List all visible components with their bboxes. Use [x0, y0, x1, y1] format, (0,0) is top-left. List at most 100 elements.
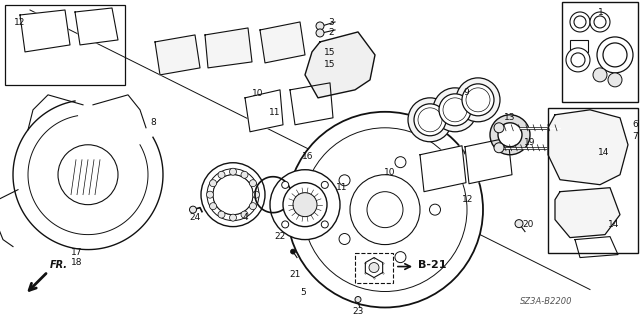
- Text: 5: 5: [300, 287, 306, 297]
- Circle shape: [218, 171, 225, 178]
- Bar: [355, 253, 393, 283]
- Polygon shape: [555, 188, 620, 238]
- Text: 6: 6: [632, 120, 638, 129]
- Text: 21: 21: [289, 270, 301, 278]
- Text: 12: 12: [14, 18, 26, 27]
- Circle shape: [494, 143, 504, 153]
- Circle shape: [490, 115, 530, 155]
- Circle shape: [395, 157, 406, 168]
- Circle shape: [498, 123, 522, 147]
- Circle shape: [439, 94, 471, 126]
- Circle shape: [462, 84, 494, 116]
- Polygon shape: [75, 8, 118, 45]
- Text: 15: 15: [324, 60, 336, 69]
- Circle shape: [291, 249, 296, 254]
- Circle shape: [418, 108, 442, 132]
- Circle shape: [316, 22, 324, 30]
- Circle shape: [339, 234, 350, 244]
- Circle shape: [282, 182, 289, 189]
- Polygon shape: [260, 22, 305, 63]
- Circle shape: [355, 296, 361, 302]
- Text: 22: 22: [275, 232, 285, 241]
- Circle shape: [350, 175, 420, 245]
- Polygon shape: [245, 90, 283, 132]
- Circle shape: [270, 170, 340, 240]
- Text: SZ3A-B2200: SZ3A-B2200: [520, 298, 573, 307]
- Polygon shape: [205, 28, 252, 68]
- Circle shape: [253, 191, 259, 198]
- Text: 15: 15: [324, 48, 336, 57]
- Circle shape: [339, 175, 350, 186]
- Circle shape: [594, 16, 606, 28]
- Text: 12: 12: [462, 195, 474, 204]
- Circle shape: [201, 163, 265, 226]
- Bar: [548, 108, 638, 253]
- Circle shape: [433, 88, 477, 132]
- Circle shape: [414, 104, 446, 136]
- Circle shape: [603, 43, 627, 67]
- Text: 23: 23: [352, 308, 364, 316]
- Circle shape: [597, 37, 633, 73]
- Circle shape: [570, 12, 590, 32]
- Circle shape: [213, 175, 253, 215]
- Circle shape: [395, 252, 406, 263]
- Circle shape: [218, 211, 225, 218]
- Text: 24: 24: [189, 213, 200, 222]
- Circle shape: [369, 263, 379, 272]
- Circle shape: [209, 203, 216, 210]
- Text: 16: 16: [302, 152, 314, 161]
- Circle shape: [566, 48, 590, 72]
- Circle shape: [303, 128, 467, 292]
- Circle shape: [287, 112, 483, 308]
- Circle shape: [58, 145, 118, 205]
- Text: 14: 14: [608, 220, 620, 229]
- Text: 17: 17: [71, 248, 83, 256]
- Text: 8: 8: [150, 118, 156, 127]
- Polygon shape: [13, 101, 163, 249]
- Polygon shape: [290, 83, 333, 125]
- Bar: [570, 40, 588, 52]
- Circle shape: [283, 183, 327, 226]
- Circle shape: [241, 171, 248, 178]
- Circle shape: [443, 98, 467, 122]
- Circle shape: [429, 204, 440, 215]
- Polygon shape: [465, 138, 512, 184]
- Circle shape: [250, 203, 257, 210]
- Circle shape: [593, 68, 607, 82]
- Text: B-21: B-21: [418, 260, 447, 270]
- Text: 11: 11: [269, 108, 281, 117]
- Text: 3: 3: [328, 18, 333, 27]
- Circle shape: [590, 12, 610, 32]
- Circle shape: [230, 214, 237, 221]
- Text: 18: 18: [71, 257, 83, 267]
- Text: 20: 20: [522, 220, 534, 229]
- Circle shape: [189, 206, 196, 213]
- Text: 10: 10: [384, 168, 396, 177]
- Bar: [562, 2, 638, 102]
- Circle shape: [367, 192, 403, 228]
- Circle shape: [574, 16, 586, 28]
- Circle shape: [207, 191, 214, 198]
- Polygon shape: [548, 110, 628, 185]
- Text: 13: 13: [504, 113, 516, 122]
- Circle shape: [515, 220, 523, 228]
- Polygon shape: [155, 35, 200, 75]
- Circle shape: [321, 221, 328, 228]
- Polygon shape: [20, 10, 70, 52]
- Circle shape: [293, 193, 317, 217]
- Text: 2: 2: [328, 28, 333, 37]
- Polygon shape: [420, 146, 466, 192]
- Circle shape: [282, 221, 289, 228]
- Text: 7: 7: [632, 132, 638, 141]
- Circle shape: [316, 29, 324, 37]
- Polygon shape: [305, 32, 375, 98]
- Bar: [5, 5, 125, 85]
- Text: 19: 19: [524, 138, 536, 147]
- Text: 4: 4: [242, 213, 248, 222]
- Circle shape: [466, 88, 490, 112]
- Circle shape: [241, 211, 248, 218]
- Circle shape: [494, 123, 504, 133]
- Circle shape: [209, 180, 216, 187]
- Text: FR.: FR.: [50, 260, 68, 270]
- Text: 11: 11: [336, 183, 348, 192]
